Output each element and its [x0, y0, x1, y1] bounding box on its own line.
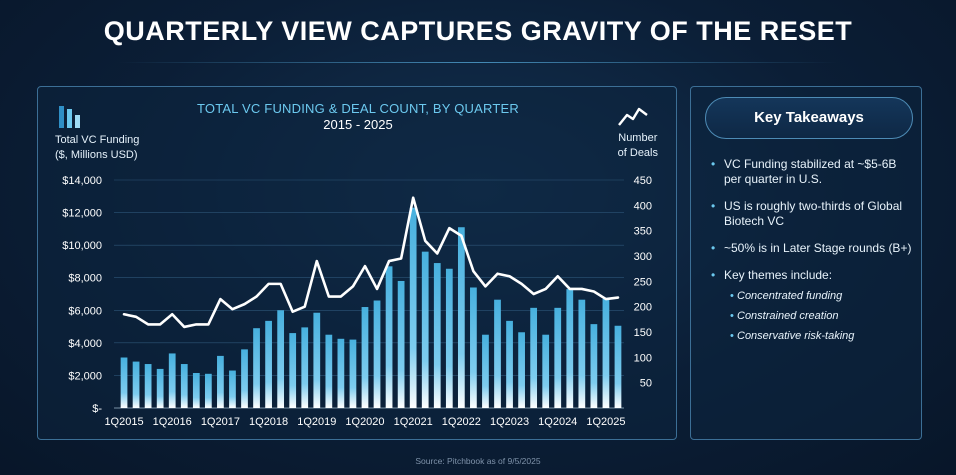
takeaway-item: ~50% is in Later Stage rounds (B+)	[705, 241, 917, 256]
y-tick-label: $6,000	[68, 305, 102, 317]
x-tick-label: 1Q2017	[201, 416, 240, 428]
funding-bar	[530, 307, 538, 408]
x-tick-label: 1Q2024	[538, 416, 577, 428]
left-axis-title-line2: ($, Millions USD)	[55, 149, 138, 161]
funding-bar	[518, 332, 525, 408]
funding-bar	[180, 364, 188, 408]
funding-bar	[277, 310, 285, 408]
theme-item: Conservative risk-taking	[705, 329, 917, 343]
right-axis-title: Number of Deals	[618, 131, 658, 161]
takeaways-heading: Key Takeaways	[705, 97, 913, 139]
funding-bar	[373, 300, 381, 408]
funding-bar	[325, 334, 333, 408]
left-axis-title: Total VC Funding ($, Millions USD)	[55, 133, 139, 163]
deals-line	[122, 196, 620, 329]
funding-bar	[409, 207, 417, 408]
funding-bar	[156, 368, 164, 408]
y2-tick-label: 450	[634, 175, 652, 187]
x-tick-label: 1Q2022	[442, 416, 481, 428]
y2-tick-label: 400	[634, 200, 652, 212]
funding-bar	[289, 333, 297, 408]
funding-bar	[313, 312, 321, 408]
funding-bar	[470, 287, 477, 408]
title-divider	[118, 62, 838, 63]
y2-tick-label: 350	[634, 226, 652, 238]
takeaway-item: US is roughly two-thirds of Global Biote…	[705, 199, 917, 229]
takeaway-item: VC Funding stabilized at ~$5-6B per quar…	[705, 157, 917, 187]
y-tick-label: $8,000	[68, 273, 102, 285]
funding-bar	[361, 307, 369, 408]
chart-title: TOTAL VC FUNDING & DEAL COUNT, BY QUARTE…	[197, 101, 519, 116]
funding-bar	[566, 289, 574, 408]
theme-item: Constrained creation	[705, 309, 917, 323]
y-tick-label: $-	[92, 403, 102, 415]
y2-tick-label: 250	[634, 276, 652, 288]
bar-chart-icon	[59, 106, 80, 128]
y2-tick-label: 100	[634, 352, 652, 364]
funding-bar	[217, 355, 224, 408]
left-axis-title-line1: Total VC Funding	[55, 134, 140, 146]
x-tick-label: 1Q2015	[104, 416, 143, 428]
takeaway-item: Key themes include:	[705, 268, 917, 283]
funding-bar	[506, 320, 513, 408]
source-note: Source: Pitchbook as of 9/5/2025	[415, 456, 541, 466]
x-tick-label: 1Q2025	[586, 416, 625, 428]
funding-bar	[265, 320, 272, 408]
y-tick-label: $4,000	[68, 338, 102, 350]
funding-bar	[192, 372, 200, 408]
funding-bar	[301, 327, 309, 408]
funding-bar	[229, 370, 236, 408]
funding-bar	[494, 299, 501, 408]
funding-bar	[397, 280, 405, 408]
y-tick-label: $12,000	[62, 208, 102, 220]
x-tick-label: 1Q2021	[394, 416, 433, 428]
y-tick-label: $14,000	[62, 175, 102, 187]
funding-bar	[144, 364, 152, 408]
funding-bar	[542, 334, 550, 408]
right-axis-title-line2: of Deals	[617, 147, 658, 159]
funding-bar	[253, 328, 260, 408]
right-axis-title-line1: Number	[618, 132, 658, 144]
funding-bar	[168, 353, 176, 408]
y2-tick-label: 150	[634, 327, 652, 339]
chart-subtitle: 2015 - 2025	[323, 117, 393, 132]
funding-bar	[132, 361, 140, 408]
x-tick-label: 1Q2020	[345, 416, 384, 428]
y2-tick-label: 50	[640, 378, 652, 390]
x-tick-label: 1Q2016	[153, 416, 192, 428]
combo-chart: $- $2,000 $4,000 $6,000 $8,000 $10,000 $12,000…	[62, 175, 652, 428]
takeaways-panel: Key Takeaways VC Funding stabilized at ~…	[690, 86, 922, 440]
y2-tick-label: 300	[634, 251, 652, 263]
funding-bar	[337, 338, 345, 408]
funding-bar	[445, 268, 453, 408]
funding-bar	[554, 307, 562, 408]
theme-item: Concentrated funding	[705, 289, 917, 303]
y-tick-label: $10,000	[62, 240, 102, 252]
y2-tick-label: 200	[634, 302, 652, 314]
funding-bar	[349, 339, 357, 408]
funding-bar	[482, 334, 489, 408]
page-title: QUARTERLY VIEW CAPTURES GRAVITY OF THE R…	[103, 16, 853, 46]
funding-bar	[457, 227, 465, 408]
funding-bar	[241, 349, 248, 408]
funding-bar	[204, 373, 212, 408]
x-tick-label: 1Q2018	[249, 416, 288, 428]
y-tick-label: $2,000	[68, 370, 102, 382]
chart-panel: TOTAL VC FUNDING & DEAL COUNT, BY QUARTE…	[37, 86, 677, 440]
funding-bar	[120, 357, 128, 408]
x-tick-label: 1Q2023	[490, 416, 529, 428]
funding-bar	[602, 298, 610, 408]
funding-bar	[385, 266, 393, 408]
funding-bar	[590, 324, 598, 408]
line-chart-icon	[618, 107, 648, 126]
x-tick-label: 1Q2019	[297, 416, 336, 428]
takeaways-list: VC Funding stabilized at ~$5-6B per quar…	[705, 157, 917, 349]
funding-bar	[433, 263, 441, 408]
funding-bar	[578, 299, 586, 408]
funding-bar	[421, 251, 429, 408]
funding-bar	[614, 325, 622, 408]
